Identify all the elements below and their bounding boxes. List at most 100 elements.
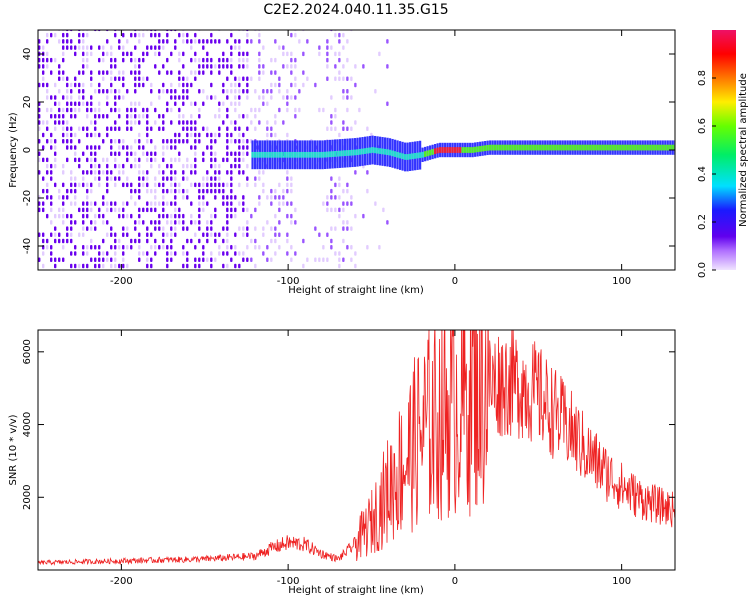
heatmap-cell [378, 245, 381, 250]
heatmap-cell [268, 151, 272, 158]
heatmap-cell [210, 151, 213, 156]
heatmap-cell [406, 154, 409, 160]
heatmap-cell [118, 151, 121, 156]
heatmap-cell [230, 176, 233, 181]
heatmap-cell [330, 126, 333, 131]
heatmap-cell [306, 39, 309, 44]
heatmap-cell [138, 195, 141, 200]
heatmap-cell [102, 263, 105, 269]
heatmap-cell [134, 70, 137, 75]
heatmap-cell [62, 163, 65, 169]
heatmap-cell [218, 132, 221, 138]
heatmap-cell [308, 151, 312, 158]
heatmap-cell [174, 188, 177, 194]
heatmap-cell [78, 101, 81, 107]
heatmap-cell [376, 147, 379, 154]
heatmap-cell [66, 76, 69, 82]
heatmap-cell [230, 188, 233, 194]
heatmap-cell [194, 126, 197, 131]
heatmap-cell [126, 120, 129, 125]
heatmap-cell [270, 126, 273, 131]
heatmap-cell [278, 107, 281, 113]
heatmap-cell [230, 170, 233, 175]
heatmap-cell [86, 251, 89, 256]
heatmap-cell [62, 132, 65, 138]
heatmap-cell [226, 132, 229, 138]
heatmap-cell [218, 176, 221, 181]
heatmap-cell [330, 245, 333, 250]
heatmap-cell [404, 154, 407, 160]
heatmap-cell [250, 39, 253, 44]
heatmap-cell [82, 176, 85, 181]
heatmap-cell [242, 251, 245, 256]
heatmap-cell [166, 70, 169, 75]
heatmap-cell [182, 114, 185, 119]
heatmap-cell [354, 120, 357, 125]
heatmap-cell [114, 89, 117, 94]
heatmap-cell [38, 201, 41, 206]
heatmap-cell [222, 238, 225, 244]
heatmap-cell [58, 107, 61, 113]
heatmap-cell [162, 188, 165, 194]
heatmap-cell [94, 245, 97, 250]
heatmap-cell [74, 101, 77, 107]
heatmap-cell [286, 95, 289, 100]
heatmap-cell [86, 245, 89, 250]
heatmap-cell [238, 51, 241, 57]
heatmap-cell [499, 144, 502, 151]
heatmap-cell [266, 126, 269, 131]
heatmap-cell [126, 201, 129, 206]
heatmap-cell [42, 70, 45, 75]
heatmap-cell [162, 201, 165, 206]
heatmap-cell [158, 182, 161, 188]
heatmap-cell [246, 232, 249, 238]
heatmap-cell [126, 107, 129, 113]
heatmap-cell [46, 138, 49, 144]
heatmap-cell [46, 57, 49, 63]
heatmap-cell [226, 57, 229, 63]
heatmap-cell [254, 226, 257, 231]
heatmap-cell [82, 182, 85, 188]
heatmap-cell [234, 207, 237, 213]
heatmap-cell [639, 144, 642, 151]
heatmap-cell [146, 232, 149, 238]
heatmap-cell [154, 188, 157, 194]
heatmap-cell [90, 257, 93, 263]
heatmap-cell [242, 89, 245, 94]
heatmap-cell [102, 89, 105, 94]
heatmap-cell [122, 57, 125, 63]
heatmap-cell [54, 95, 57, 100]
heatmap-cell [90, 245, 93, 250]
heatmap-cell [198, 70, 201, 75]
heatmap-cell [166, 107, 169, 113]
heatmap-cell [342, 95, 345, 100]
heatmap-cell [58, 232, 61, 238]
heatmap-cell [174, 201, 177, 206]
heatmap-cell [534, 144, 537, 151]
heatmap-cell [158, 39, 161, 44]
heatmap-cell [154, 251, 157, 256]
heatmap-cell [194, 257, 197, 263]
heatmap-cell [146, 76, 149, 82]
heatmap-cell [186, 132, 189, 138]
heatmap-cell [138, 145, 141, 150]
heatmap-cell [66, 82, 69, 88]
heatmap-cell [162, 238, 165, 244]
heatmap-cell [106, 95, 109, 100]
heatmap-cell [38, 151, 41, 156]
heatmap-cell [74, 263, 77, 269]
heatmap-cell [70, 263, 73, 269]
heatmap-cell [126, 145, 129, 150]
heatmap-cell [74, 195, 77, 200]
heatmap-cell [86, 195, 89, 200]
heatmap-cell [134, 45, 137, 50]
heatmap-cell [78, 89, 81, 94]
heatmap-cell [94, 114, 97, 119]
heatmap-cell [110, 138, 113, 144]
heatmap-cell [70, 232, 73, 238]
heatmap-cell [162, 226, 165, 231]
heatmap-cell [210, 57, 213, 63]
heatmap-cell [290, 51, 293, 57]
heatmap-cell [254, 89, 257, 94]
